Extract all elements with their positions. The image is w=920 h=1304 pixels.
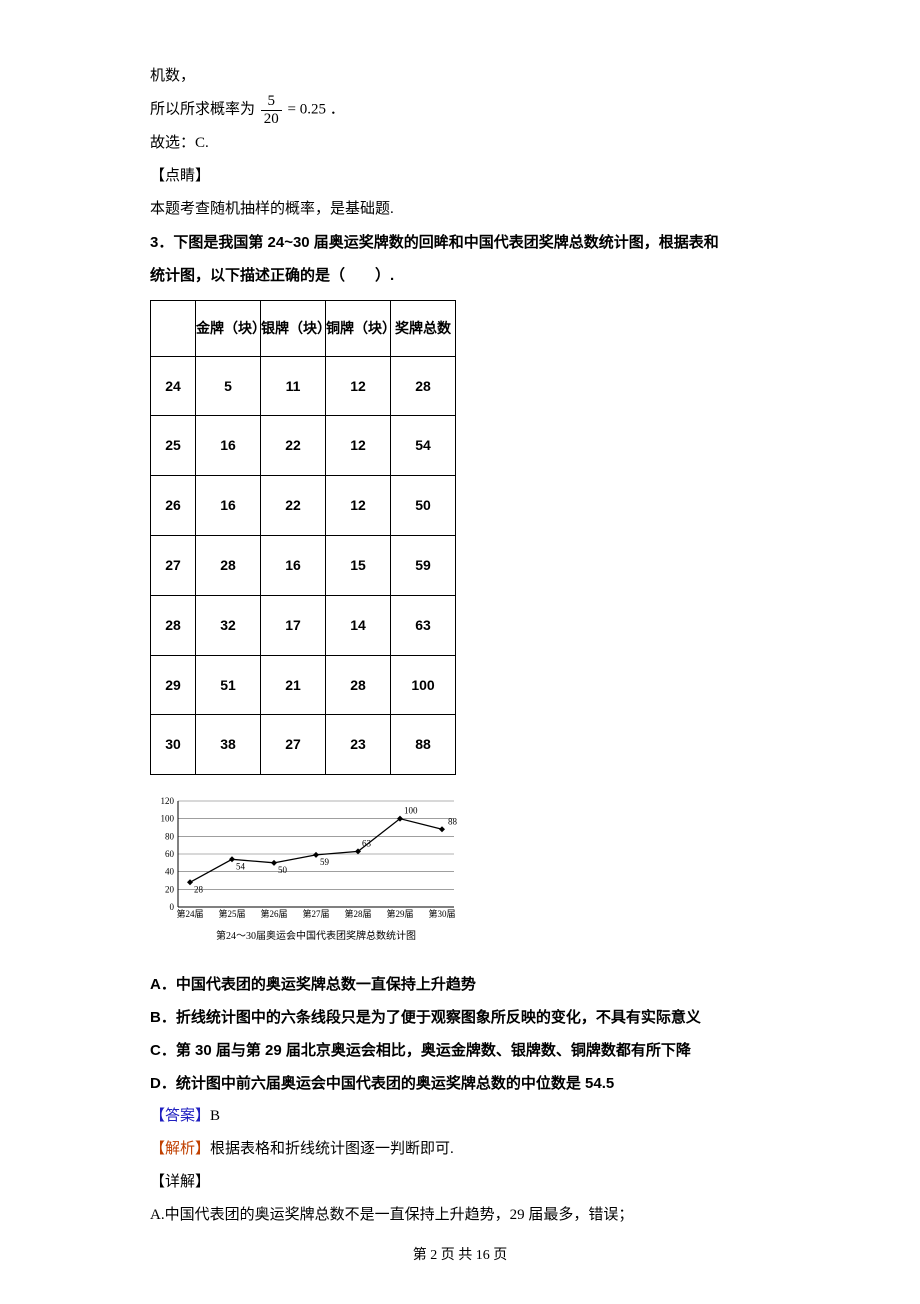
svg-text:60: 60 xyxy=(165,849,175,859)
document-page: 机数， 所以所求概率为 5 20 = 0.25 ． 故选：C. 【点睛】 本题考… xyxy=(0,0,920,1304)
table-cell: 14 xyxy=(326,595,391,655)
table-cell: 27 xyxy=(151,535,196,595)
table-cell: 38 xyxy=(196,715,261,775)
header-cell xyxy=(151,301,196,357)
table-cell: 28 xyxy=(151,595,196,655)
table-row: 29512128100 xyxy=(151,655,456,715)
table-cell: 54 xyxy=(391,416,456,476)
header-cell: 奖牌总数 xyxy=(391,301,456,357)
table-cell: 88 xyxy=(391,715,456,775)
table-row: 2728161559 xyxy=(151,535,456,595)
svg-text:20: 20 xyxy=(165,885,175,895)
table-cell: 50 xyxy=(391,476,456,536)
probability-line: 所以所求概率为 5 20 = 0.25 ． xyxy=(150,93,770,127)
svg-text:100: 100 xyxy=(404,806,418,816)
svg-text:100: 100 xyxy=(161,814,175,824)
fraction: 5 20 xyxy=(261,93,282,127)
svg-text:50: 50 xyxy=(278,865,288,875)
table-cell: 16 xyxy=(261,535,326,595)
table-cell: 27 xyxy=(261,715,326,775)
table-cell: 51 xyxy=(196,655,261,715)
svg-text:第30届: 第30届 xyxy=(428,908,455,919)
option-c: C．第 30 届与第 29 届北京奥运会相比，奥运金牌数、银牌数、铜牌数都有所下… xyxy=(150,1034,770,1067)
table-header-row: 金牌（块） 银牌（块） 铜牌（块） 奖牌总数 xyxy=(151,301,456,357)
table-cell: 12 xyxy=(326,476,391,536)
table-cell: 63 xyxy=(391,595,456,655)
table-cell: 28 xyxy=(326,655,391,715)
svg-text:第26届: 第26届 xyxy=(260,908,287,919)
table-cell: 22 xyxy=(261,476,326,536)
svg-text:54: 54 xyxy=(236,861,246,871)
hint-text: 本题考查随机抽样的概率，是基础题. xyxy=(150,193,770,226)
svg-text:80: 80 xyxy=(165,832,175,842)
table-row: 245111228 xyxy=(151,356,456,416)
table-cell: 12 xyxy=(326,356,391,416)
svg-text:88: 88 xyxy=(448,816,458,826)
table-row: 2516221254 xyxy=(151,416,456,476)
explain-line: 【解析】根据表格和折线统计图逐一判断即可. xyxy=(150,1133,770,1166)
option-a: A．中国代表团的奥运奖牌总数一直保持上升趋势 xyxy=(150,968,770,1001)
line-chart: 020406080100120285450596310088第24届第25届第2… xyxy=(150,795,770,958)
table-cell: 21 xyxy=(261,655,326,715)
table-cell: 12 xyxy=(326,416,391,476)
table-cell: 30 xyxy=(151,715,196,775)
svg-text:0: 0 xyxy=(170,902,175,912)
svg-text:59: 59 xyxy=(320,857,330,867)
table-row: 2616221250 xyxy=(151,476,456,536)
table-cell: 11 xyxy=(261,356,326,416)
svg-text:第27届: 第27届 xyxy=(302,908,329,919)
svg-text:第29届: 第29届 xyxy=(386,908,413,919)
table-cell: 25 xyxy=(151,416,196,476)
answer-line: 【答案】B xyxy=(150,1100,770,1133)
table-cell: 16 xyxy=(196,416,261,476)
header-cell: 铜牌（块） xyxy=(326,301,391,357)
medal-table: 金牌（块） 银牌（块） 铜牌（块） 奖牌总数 24511122825162212… xyxy=(150,300,456,775)
table-cell: 100 xyxy=(391,655,456,715)
answer-pick: 故选：C. xyxy=(150,127,770,160)
answer-label: 【答案】 xyxy=(150,1108,210,1124)
table-cell: 59 xyxy=(391,535,456,595)
table-cell: 15 xyxy=(326,535,391,595)
option-d: D．统计图中前六届奥运会中国代表团的奥运奖牌总数的中位数是 54.5 xyxy=(150,1067,770,1100)
table-cell: 28 xyxy=(391,356,456,416)
svg-text:28: 28 xyxy=(194,884,204,894)
svg-text:第24届: 第24届 xyxy=(176,908,203,919)
table-cell: 24 xyxy=(151,356,196,416)
table-row: 2832171463 xyxy=(151,595,456,655)
detail-option-a: A.中国代表团的奥运奖牌总数不是一直保持上升趋势，29 届最多，错误； xyxy=(150,1199,770,1232)
table-cell: 28 xyxy=(196,535,261,595)
explain-label: 【解析】 xyxy=(150,1141,210,1157)
svg-text:40: 40 xyxy=(165,867,175,877)
svg-text:第25届: 第25届 xyxy=(218,908,245,919)
svg-text:第24～30届奥运会中国代表团奖牌总数统计图: 第24～30届奥运会中国代表团奖牌总数统计图 xyxy=(216,929,416,942)
svg-text:120: 120 xyxy=(161,796,175,806)
option-b: B．折线统计图中的六条线段只是为了便于观察图象所反映的变化，不具有实际意义 xyxy=(150,1001,770,1034)
table-cell: 23 xyxy=(326,715,391,775)
chart-svg: 020406080100120285450596310088第24届第25届第2… xyxy=(150,795,460,945)
table-cell: 29 xyxy=(151,655,196,715)
prev-continuation: 机数， 所以所求概率为 5 20 = 0.25 ． 故选：C. 【点睛】 本题考… xyxy=(150,60,770,226)
table-row: 3038272388 xyxy=(151,715,456,775)
question-stem-a: 3．下图是我国第 24~30 届奥运奖牌数的回眸和中国代表团奖牌总数统计图，根据… xyxy=(150,226,770,259)
header-cell: 金牌（块） xyxy=(196,301,261,357)
question-stem-b: 统计图，以下描述正确的是（ ）. xyxy=(150,259,770,292)
detail-label: 【详解】 xyxy=(150,1166,770,1199)
table-cell: 17 xyxy=(261,595,326,655)
question-3: 3．下图是我国第 24~30 届奥运奖牌数的回眸和中国代表团奖牌总数统计图，根据… xyxy=(150,226,770,1232)
table-cell: 26 xyxy=(151,476,196,536)
hint-title: 【点睛】 xyxy=(150,160,770,193)
table-cell: 5 xyxy=(196,356,261,416)
table-cell: 22 xyxy=(261,416,326,476)
svg-text:63: 63 xyxy=(362,839,372,849)
table-cell: 16 xyxy=(196,476,261,536)
page-footer: 第 2 页 共 16 页 xyxy=(150,1244,770,1264)
table-cell: 32 xyxy=(196,595,261,655)
header-cell: 银牌（块） xyxy=(261,301,326,357)
text-line: 机数， xyxy=(150,60,770,93)
svg-text:第28届: 第28届 xyxy=(344,908,371,919)
